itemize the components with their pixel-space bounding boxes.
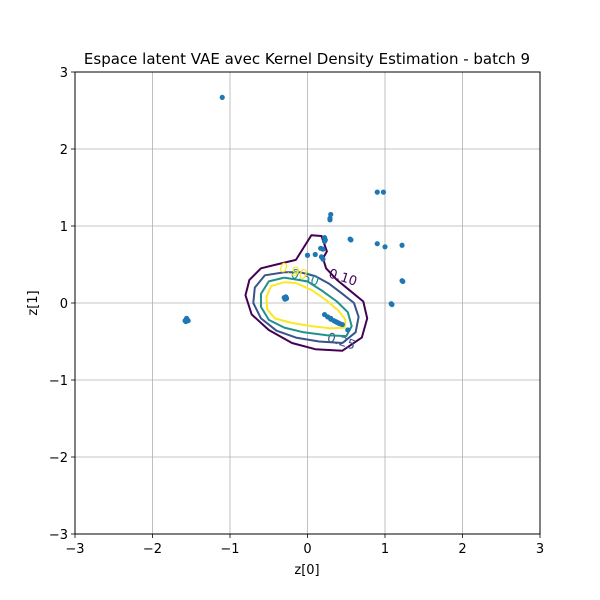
scatter-point [328, 211, 334, 218]
scatter-point [347, 236, 353, 242]
y-tick-label: 2 [60, 143, 68, 158]
y-tick-label: −2 [49, 451, 68, 466]
y-tick-label: 3 [60, 66, 68, 81]
chart-title: Espace latent VAE avec Kernel Density Es… [84, 50, 530, 68]
y-tick-label: −1 [49, 374, 68, 389]
scatter-point [219, 94, 225, 101]
scatter-point [380, 189, 387, 195]
scatter-point [399, 242, 405, 248]
x-axis-label: z[0] [294, 563, 319, 578]
scatter-point [374, 189, 380, 195]
scatter-point [320, 256, 326, 262]
x-tick-label: −3 [65, 542, 84, 557]
scatter-point [335, 320, 342, 326]
scatter-point [400, 278, 406, 285]
x-tick-label: 0 [303, 542, 311, 557]
x-tick-label: −1 [220, 542, 239, 557]
grid [74, 71, 541, 535]
scatter-point [327, 217, 333, 223]
y-tick-label: 1 [60, 220, 68, 235]
contour-line-0.25 [252, 271, 360, 344]
scatter-point [304, 252, 311, 258]
scatter-point [281, 295, 287, 301]
x-tick-label: 1 [381, 542, 389, 557]
contour-line-0.90 [265, 281, 347, 330]
tick-labels: −3 −2 −1 0 1 2 3 −3 −2 −1 0 1 2 3 [49, 66, 544, 557]
scatter-point [374, 241, 380, 247]
y-axis-label: z[1] [26, 290, 41, 315]
x-tick-label: −2 [143, 542, 162, 557]
scatter-point [328, 316, 334, 322]
x-tick-label: 2 [458, 542, 466, 557]
y-tick-label: −3 [49, 528, 68, 543]
scatter-point [312, 251, 318, 258]
scatter-point [182, 318, 188, 324]
x-tick-label: 3 [536, 542, 544, 557]
contour-lines: 0.100.250.500.90 [244, 234, 369, 354]
scatter-point [345, 327, 351, 333]
scatter-points [182, 94, 406, 333]
y-tick-label: 0 [60, 297, 68, 312]
scatter-point [382, 244, 388, 250]
scatter-point [389, 301, 395, 308]
contour-line-0.50 [260, 276, 353, 338]
scatter-point [321, 238, 328, 244]
contour-line-0.10 [244, 234, 369, 352]
scatter-point [320, 246, 326, 252]
